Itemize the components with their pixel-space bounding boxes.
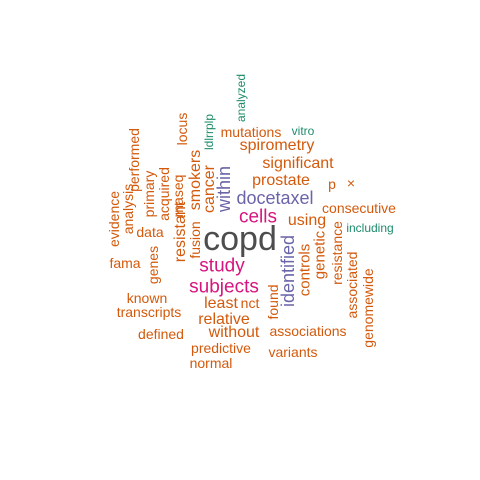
word-including: including — [346, 221, 394, 235]
word-mutations: mutations — [220, 124, 282, 140]
word-genes: genes — [145, 245, 161, 285]
word-fama: fama — [109, 255, 141, 271]
word-study: study — [199, 255, 245, 277]
word-found: found — [265, 284, 281, 320]
word-primary: primary — [141, 170, 157, 218]
word-docetaxel: docetaxel — [236, 188, 314, 208]
word-x: × — [346, 175, 356, 191]
word-resistance: resistance — [329, 221, 345, 285]
word-transcripts: transcripts — [116, 304, 182, 320]
word-evidence: evidence — [106, 190, 122, 248]
word-cancer: cancer — [201, 164, 218, 214]
word-controls: controls — [296, 243, 314, 297]
word-locus: locus — [174, 112, 190, 146]
word-relative: relative — [198, 311, 250, 328]
word-spirometry: spirometry — [239, 137, 315, 154]
word-nct: nct — [240, 295, 260, 311]
word-data: data — [136, 224, 164, 240]
word-genomewide: genomewide — [360, 268, 376, 348]
word-prostate: prostate — [252, 172, 310, 189]
word-subjects: subjects — [189, 276, 259, 298]
word-genetic: genetic — [311, 230, 329, 280]
word-significant: significant — [262, 155, 334, 172]
word-analyzed: analyzed — [234, 73, 248, 123]
word-consecutive: consecutive — [322, 200, 396, 216]
word-cells: cells — [238, 206, 278, 228]
word-p: p — [328, 176, 336, 192]
word-known: known — [126, 290, 168, 306]
word-identified: identified — [278, 234, 298, 308]
word-least: least — [204, 295, 238, 312]
word-variants: variants — [268, 344, 318, 360]
word-associated: associated — [344, 251, 360, 319]
word-predictive: predictive — [191, 340, 251, 356]
word-associations: associations — [269, 323, 347, 339]
word-ldlrrplp: ldlrrplp — [202, 113, 216, 151]
word-acquired: acquired — [156, 167, 172, 221]
word-performed: performed — [126, 128, 142, 192]
word-using: using — [287, 212, 327, 229]
word-defined: defined — [138, 326, 184, 342]
word-fusion: fusion — [187, 221, 203, 259]
word-normal: normal — [189, 355, 233, 371]
word-copd: copd — [203, 220, 277, 258]
word-without: without — [208, 324, 260, 341]
word-vitro: vitro — [291, 124, 315, 138]
